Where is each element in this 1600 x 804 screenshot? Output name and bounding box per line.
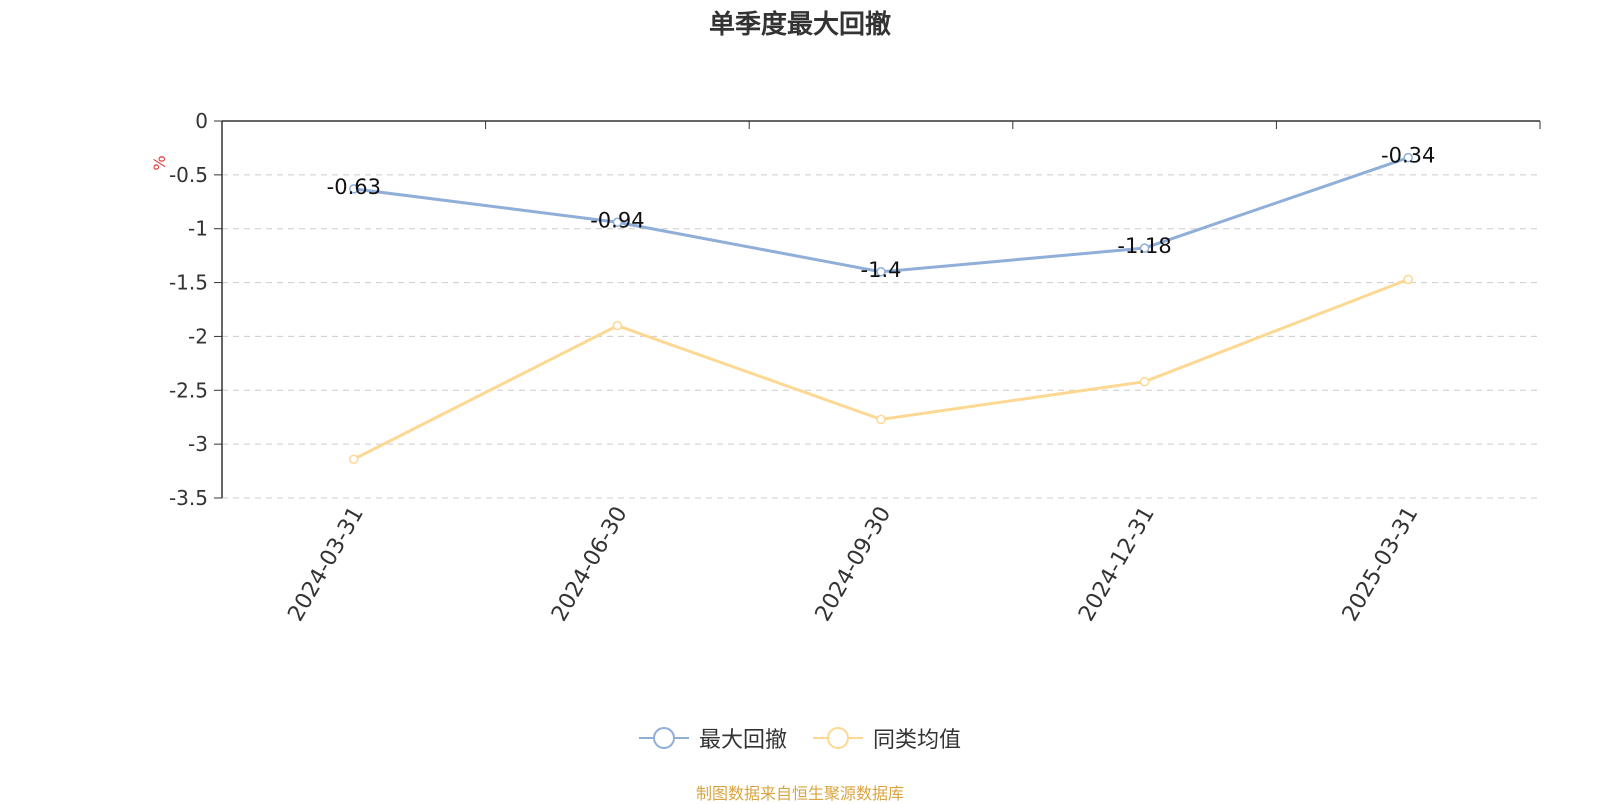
x-tick-label: 2024-12-31 bbox=[1074, 503, 1160, 626]
data-labels: -0.63 -0.94 -1.4 -1.18 -0.34 bbox=[327, 144, 1436, 282]
series bbox=[349, 152, 1413, 464]
x-tick-label: 2024-09-30 bbox=[811, 503, 897, 626]
x-tick-label: 2024-06-30 bbox=[547, 503, 633, 626]
y-tick-label: -3 bbox=[188, 432, 208, 456]
data-point bbox=[349, 454, 359, 464]
data-label: -0.94 bbox=[590, 208, 644, 232]
series-line-2 bbox=[353, 277, 1409, 461]
y-tick-label: -2.5 bbox=[169, 378, 208, 402]
data-point bbox=[1139, 243, 1150, 253]
data-label: -1.18 bbox=[1117, 234, 1171, 258]
legend-marker-icon bbox=[638, 727, 689, 749]
data-label: -0.34 bbox=[1381, 144, 1435, 168]
legend-label: 最大回撤 bbox=[698, 728, 787, 753]
data-point bbox=[876, 267, 886, 277]
y-tick-label: -2 bbox=[188, 324, 208, 348]
legend-item-1[interactable]: 最大回撤 bbox=[638, 722, 787, 754]
x-tick-label: 2024-03-31 bbox=[283, 503, 369, 626]
grid-lines bbox=[222, 174, 1540, 499]
data-label: -0.63 bbox=[327, 175, 381, 199]
data-point bbox=[1139, 376, 1150, 387]
data-point bbox=[1403, 152, 1413, 163]
y-tick-label: -1.5 bbox=[169, 271, 208, 295]
x-tick-label: 2025-03-31 bbox=[1338, 503, 1424, 626]
data-label: -1.4 bbox=[861, 258, 902, 282]
data-point bbox=[612, 320, 623, 331]
y-tick-label: -3.5 bbox=[169, 486, 208, 510]
legend-label: 同类均值 bbox=[873, 728, 962, 753]
chart-title: 单季度最大回撤 bbox=[708, 10, 891, 40]
y-tick-label: 0 bbox=[195, 109, 208, 133]
data-point bbox=[1403, 274, 1413, 285]
y-tick-label: -1 bbox=[188, 217, 208, 241]
data-point bbox=[612, 217, 623, 228]
y-axis-unit-label: % bbox=[150, 155, 169, 170]
data-point bbox=[349, 184, 359, 194]
legend-marker-icon bbox=[813, 727, 863, 749]
source-note: 制图数据来自恒生聚源数据库 bbox=[695, 784, 904, 803]
data-point bbox=[876, 414, 886, 425]
legend-item-2[interactable]: 同类均值 bbox=[813, 722, 961, 754]
legend: 最大回撤 同类均值 bbox=[0, 722, 1600, 754]
y-tick-label: -0.5 bbox=[169, 163, 208, 187]
